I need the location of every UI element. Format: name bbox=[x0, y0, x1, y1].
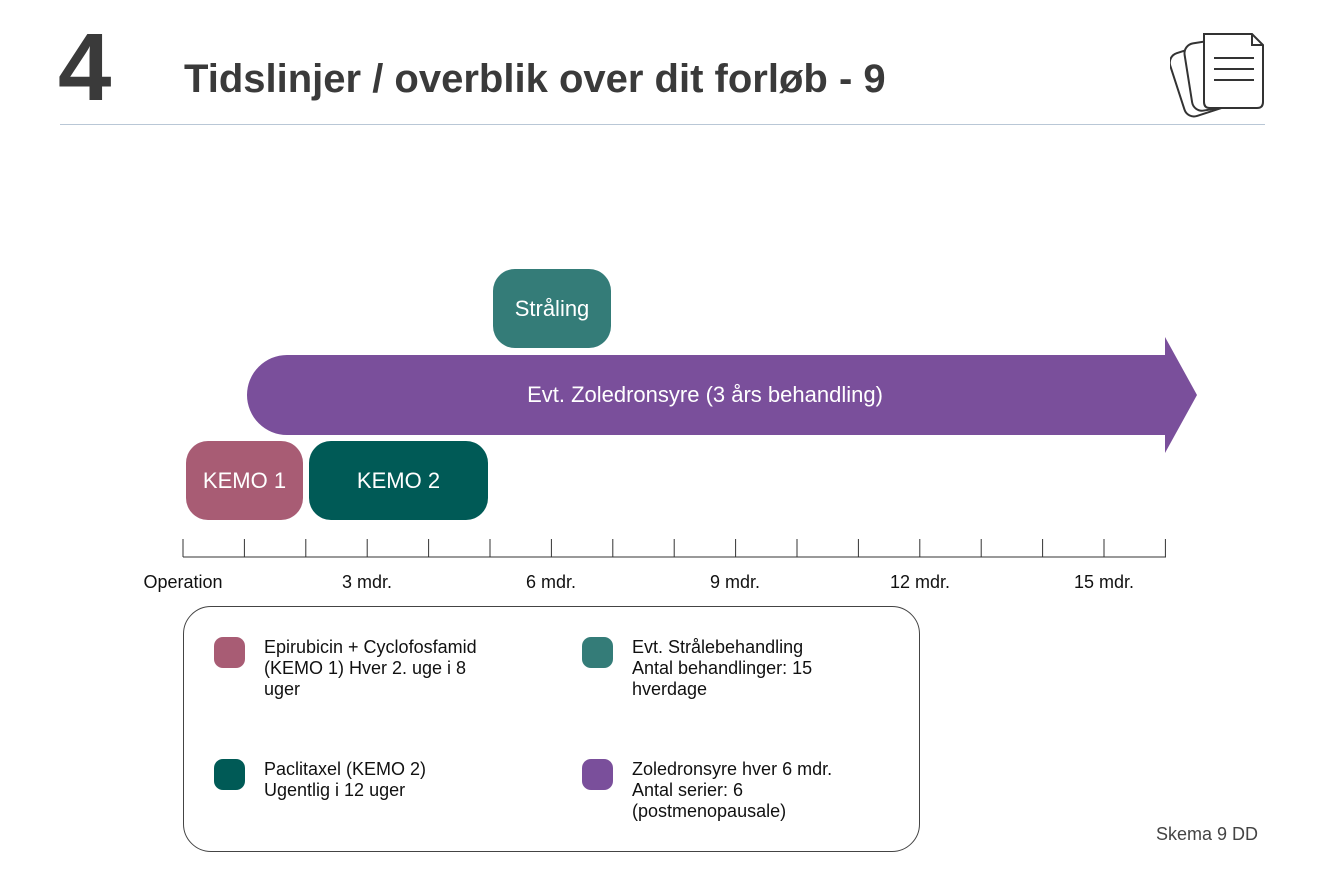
legend-text-zoledronsyre: Zoledronsyre hver 6 mdr. Antal serier: 6… bbox=[632, 759, 833, 821]
section-number: 4 bbox=[58, 14, 112, 121]
footer-note: Skema 9 DD bbox=[1155, 824, 1258, 844]
kemo1-block: KEMO 1 bbox=[186, 441, 303, 520]
timeline-label-6mdr: 6 mdr. bbox=[525, 572, 577, 592]
legend-item-kemo2: Paclitaxel (KEMO 2) Ugentlig i 12 uger bbox=[214, 759, 514, 801]
timeline-label-9mdr: 9 mdr. bbox=[709, 572, 761, 592]
straaling-block: Stråling bbox=[493, 269, 611, 348]
timeline-label-3mdr: 3 mdr. bbox=[341, 572, 393, 592]
legend-text-kemo1: Epirubicin + Cyclofosfamid (KEMO 1) Hver… bbox=[264, 637, 477, 699]
legend-swatch-kemo1 bbox=[214, 637, 245, 668]
zoledronsyre-arrow bbox=[247, 337, 1197, 453]
legend-swatch-kemo2 bbox=[214, 759, 245, 790]
legend-text-straaling: Evt. Strålebehandling Antal behandlinger… bbox=[632, 637, 813, 699]
legend-item-zoledronsyre: Zoledronsyre hver 6 mdr. Antal serier: 6… bbox=[582, 759, 882, 822]
legend-item-straaling: Evt. Strålebehandling Antal behandlinger… bbox=[582, 637, 882, 700]
legend-swatch-straaling bbox=[582, 637, 613, 668]
legend-item-kemo1: Epirubicin + Cyclofosfamid (KEMO 1) Hver… bbox=[214, 637, 514, 700]
page-title: Tidslinjer / overblik over dit forløb - … bbox=[184, 57, 886, 101]
header-divider bbox=[60, 124, 1265, 125]
timeline-label-15mdr: 15 mdr. bbox=[1073, 572, 1135, 592]
kemo2-block: KEMO 2 bbox=[309, 441, 488, 520]
documents-icon bbox=[1170, 33, 1264, 118]
legend-text-kemo2: Paclitaxel (KEMO 2) Ugentlig i 12 uger bbox=[264, 759, 427, 800]
timeline-label-operation: Operation bbox=[143, 572, 223, 592]
legend-box: Epirubicin + Cyclofosfamid (KEMO 1) Hver… bbox=[183, 606, 920, 852]
zoledronsyre-label: Evt. Zoledronsyre (3 års behandling) bbox=[527, 382, 883, 407]
legend-swatch-zoledronsyre bbox=[582, 759, 613, 790]
timeline-label-12mdr: 12 mdr. bbox=[889, 572, 951, 592]
timeline-ticks bbox=[182, 539, 1166, 557]
